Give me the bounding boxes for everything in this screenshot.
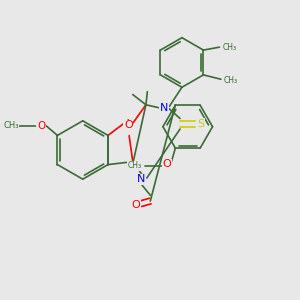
Text: O: O: [131, 200, 140, 210]
Text: N: N: [137, 174, 146, 184]
Text: O: O: [37, 121, 45, 131]
Text: N: N: [160, 103, 168, 113]
Text: CH₃: CH₃: [128, 161, 142, 170]
Text: S: S: [197, 119, 205, 129]
Text: CH₃: CH₃: [222, 43, 236, 52]
Text: O: O: [162, 159, 171, 169]
Text: O: O: [124, 120, 133, 130]
Text: CH₃: CH₃: [224, 76, 238, 85]
Text: CH₃: CH₃: [3, 121, 19, 130]
